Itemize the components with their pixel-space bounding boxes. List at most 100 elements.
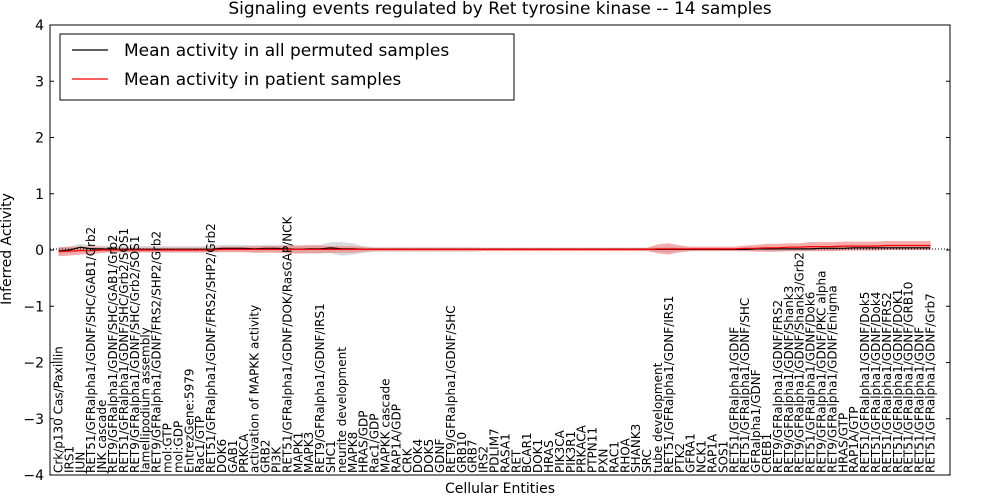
x-tick-label: DOK1 [531, 439, 545, 473]
x-tick-label: HRAS/GTP [836, 413, 850, 473]
x-tick-label: lamellipodium assembly [139, 327, 153, 473]
y-axis-label: Inferred Activity [0, 193, 15, 305]
y-tick-label: −1 [23, 299, 44, 315]
y-tick-label: −4 [23, 468, 44, 484]
x-tick-label: Rac1/GTP [193, 416, 207, 473]
x-tick-label: BCAR1 [520, 432, 534, 473]
x-tick-label: DOK6 [215, 439, 229, 473]
x-tick-label: RET9/GFRalpha1/GDNF/SHC [444, 305, 458, 473]
x-tick-label: GFRalpha1/GDNF [749, 369, 763, 473]
x-tick-label: SOS1 [716, 441, 730, 473]
x-tick-label: RET [509, 449, 523, 473]
x-tick-label: MAPK8 [346, 432, 360, 473]
x-tick-label: GFRA1 [684, 433, 698, 473]
x-tick-label: RET51/GFRalpha1/GDNF/SHC [738, 298, 752, 473]
x-tick-label: RET51/GFRalpha1/GDNF [913, 327, 927, 473]
x-tick-label: JNK cascade [95, 400, 109, 474]
x-tick-label: GAB1 [226, 440, 240, 473]
x-tick-label: RAP1A/GDP [389, 404, 403, 473]
x-tick-label: NCK1 [695, 440, 709, 473]
x-tick-label: RET9/GFRalpha1/GDNF/PKC alpha [815, 270, 829, 473]
legend-label-permuted: Mean activity in all permuted samples [124, 41, 449, 61]
x-tick-label: RAP1A [706, 433, 720, 473]
x-tick-label: PRKCA [237, 433, 251, 473]
y-tick-label: 2 [35, 131, 44, 147]
series-lines [58, 244, 931, 253]
x-tick-label: HRAS [542, 440, 556, 473]
x-tick-label: RAP1A/GTP [847, 406, 861, 473]
x-tick-label: CREB1 [760, 433, 774, 473]
x-tick-label: RET9/GFRalpha1/GDNF/FRS2 [771, 300, 785, 473]
patient-mean-line [58, 244, 931, 253]
y-tick-label: −3 [23, 412, 44, 428]
x-tick-label: activation of MAPKK activity [248, 305, 262, 473]
y-tick-label: −2 [23, 356, 44, 372]
x-tick-label: DOK4 [411, 439, 425, 473]
x-tick-label: EntrezGene:5979 [182, 369, 196, 474]
x-tick-label: RET51/GFRalpha1/GDNF/IRS1 [662, 296, 676, 473]
plot-frame [49, 24, 951, 476]
x-tick-label: RET51/GFRalpha1/GDNF/Dok5 [858, 292, 872, 473]
x-tick-label: tube development [651, 362, 665, 473]
x-tick-label: GRB7 [466, 439, 480, 473]
x-tick-label: RET51/GFRalpha1/GDNF [727, 327, 741, 473]
x-axis-label: Cellular Entities [445, 481, 555, 497]
legend: Mean activity in all permuted samples Me… [59, 33, 515, 101]
x-tick-label: PIK3R1 [564, 431, 578, 473]
y-tick-label: 4 [35, 18, 44, 34]
x-tick-label: RET9/GFRalpha1/GDNF/IRS1 [313, 303, 327, 473]
x-tick-label: RET51/GFRalpha1/GDNF/DOK1 [891, 289, 905, 473]
x-tick-label: RET9/GFRalpha1/GDNF/FRS2/SHP2/Grb2 [150, 231, 164, 473]
x-tick-label: Crk/p130 Cas/Paxillin [52, 346, 66, 473]
x-tick-label: MAPK1 [291, 432, 305, 473]
x-tick-label: PI3K [270, 446, 284, 473]
x-tick-label: RET9/GFRalpha1/GDNF/Enigma [825, 285, 839, 473]
x-tick-label: DOK5 [422, 439, 436, 473]
x-tick-label: PIK3CA [553, 429, 567, 473]
x-tick-label: GRB10 [455, 432, 469, 473]
x-tick-label: PRKACA [575, 424, 589, 473]
x-tick-label: mol:GTP [161, 423, 175, 473]
x-tick-label: GRB2 [259, 439, 273, 473]
x-tick-label: GDNF [433, 438, 447, 473]
x-tick-label: RET51/GFRalpha1/GDNF/GRB10 [902, 282, 916, 473]
x-tick-label: RET51/GFRalpha1/GDNF/Grb7 [924, 293, 938, 473]
y-tick-label: 0 [35, 243, 44, 259]
x-tick-label: RET9/GFRalpha1/GDNF/SHC/GAB1/Grb2 [106, 234, 120, 473]
x-tick-label: HRAS/GDP [357, 410, 371, 473]
x-tick-label: PDLIM7 [488, 428, 502, 473]
x-tick-label: MAPKK cascade [379, 378, 393, 473]
legend-box [59, 33, 515, 101]
y-tick-label: 3 [35, 74, 44, 90]
y-tick-label: 1 [35, 187, 44, 203]
x-tick-label: neurite development [335, 347, 349, 473]
x-tick-label: RHOA [618, 437, 632, 473]
x-tick-label: Rac1/GDP [368, 414, 382, 473]
x-tick-label: RAC1 [607, 441, 621, 473]
x-tick-label: IRS1 [62, 446, 76, 473]
x-tick-label: SRC [640, 449, 654, 473]
x-tick-label: RET51/GFRalpha1/GDNF/FRS2/SHP2/Grb2 [204, 223, 218, 473]
x-tick-label: RET51/GFRalpha1/GDNF/Dok6 [804, 292, 818, 473]
x-tick-label: PTK2 [673, 443, 687, 473]
chart-title: Signaling events regulated by Ret tyrosi… [228, 0, 771, 19]
x-tick-label: MAPK3 [302, 432, 316, 473]
x-tick-label: IRS2 [477, 446, 491, 473]
x-tick-label: CRK [400, 447, 414, 473]
x-tick-label: PTPN11 [586, 427, 600, 473]
x-tick-label: RET51/GFRalpha1/GDNF/SHC/Grb2/SOS1 [117, 228, 131, 473]
x-tick-label: RET9/GFRalpha1/GDNF/SHC/Grb2/SOS1 [128, 235, 142, 473]
x-tick-label: PXN [597, 449, 611, 473]
x-tick-label: RASA1 [498, 433, 512, 473]
x-tick-label: RET51/GFRalpha1/GDNF/DOK/RasGAP/NCK [280, 215, 294, 473]
x-tick-label: SHC1 [324, 440, 338, 473]
legend-label-patient: Mean activity in patient samples [124, 70, 401, 90]
x-tick-label: RET9/GFRalpha1/GDNF/Shank3/Grb2 [793, 252, 807, 473]
x-tick-label: RET9/GFRalpha1/GDNF/Shank3 [782, 286, 796, 473]
x-tick-label: mol:GDP [171, 421, 185, 473]
x-tick-label: JUN [73, 452, 87, 474]
x-tick-label: RET51/GFRalpha1/GDNF/FRS2 [880, 292, 894, 473]
x-tick-label: RET51/GFRalpha1/GDNF/Dok4 [869, 292, 883, 473]
